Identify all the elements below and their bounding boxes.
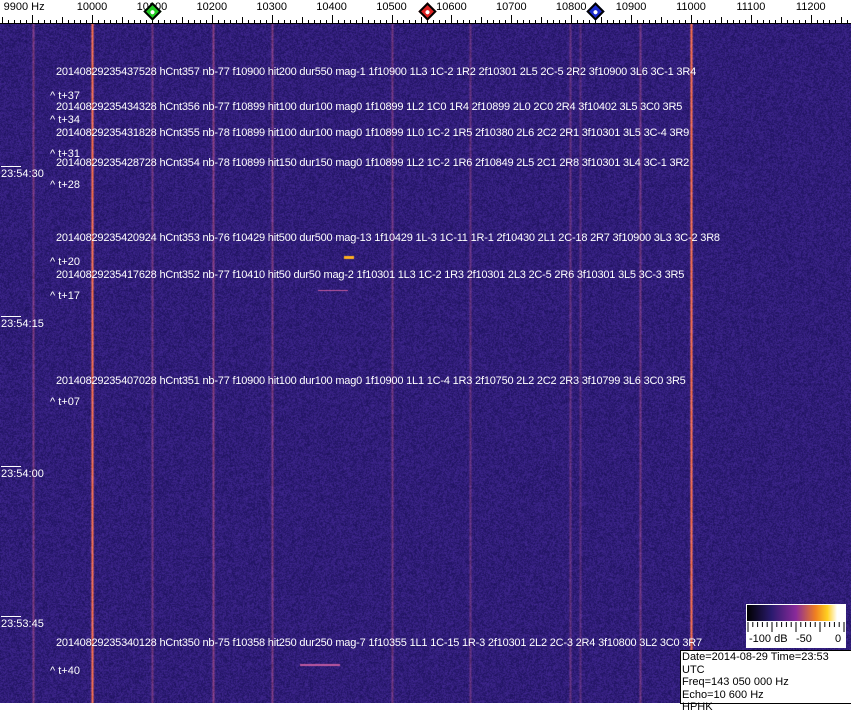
event-line: 20140829235428728 hCnt354 nb-78 f10899 h… — [56, 157, 689, 169]
freq-label: 10700 — [496, 1, 527, 13]
freq-label: 10300 — [256, 1, 287, 13]
freq-label: 10600 — [436, 1, 467, 13]
event-line: 20140829235437528 hCnt357 nb-77 f10900 h… — [56, 66, 696, 78]
time-label: 23:54:15 — [1, 316, 21, 330]
event-line: 20140829235434328 hCnt356 nb-77 f10899 h… — [56, 101, 682, 113]
event-delta: ^ t+20 — [50, 256, 80, 268]
info-echo: Echo=10 600 Hz — [682, 689, 851, 702]
colorbar-label-mid: -50 — [796, 633, 812, 645]
colorbar-label-min: -100 dB — [749, 633, 788, 645]
event-delta: ^ t+07 — [50, 396, 80, 408]
event-delta: ^ t+34 — [50, 114, 80, 126]
freq-label: 11000 — [676, 1, 706, 13]
info-box: Date=2014-08-29 Time=23:53 UTC Freq=143 … — [680, 650, 851, 704]
freq-label: 10200 — [197, 1, 228, 13]
frequency-axis: 9900 Hz100001010010200103001040010500106… — [0, 0, 851, 24]
freq-label: 10000 — [77, 1, 108, 13]
time-label: 23:54:30 — [1, 166, 21, 180]
info-freq: Freq=143 050 000 Hz — [682, 676, 851, 689]
time-label: 23:54:00 — [1, 466, 21, 480]
spectrogram-window: 9900 Hz100001010010200103001040010500106… — [0, 0, 851, 703]
freq-label: 9900 Hz — [4, 1, 45, 13]
freq-label: 10900 — [616, 1, 647, 13]
colorbar: -100 dB -50 0 — [746, 604, 846, 648]
event-delta: ^ t+40 — [50, 665, 80, 677]
event-line: 20140829235340128 hCnt350 nb-75 f10358 h… — [56, 637, 702, 649]
event-delta: ^ t+28 — [50, 179, 80, 191]
event-line: 20140829235420924 hCnt353 nb-76 f10429 h… — [56, 232, 720, 244]
info-date-time: Date=2014-08-29 Time=23:53 UTC — [682, 651, 851, 676]
time-label: 23:53:45 — [1, 616, 21, 630]
freq-label: 11200 — [796, 1, 826, 13]
colorbar-label-max: 0 — [835, 633, 841, 645]
freq-label: 10800 — [556, 1, 587, 13]
event-line: 20140829235431828 hCnt355 nb-78 f10899 h… — [56, 127, 689, 139]
freq-label: 10500 — [376, 1, 407, 13]
event-delta: ^ t+17 — [50, 290, 80, 302]
freq-label: 10400 — [316, 1, 347, 13]
freq-label: 11100 — [736, 1, 765, 13]
event-line: 20140829235407028 hCnt351 nb-77 f10900 h… — [56, 375, 686, 387]
waterfall-display[interactable] — [0, 24, 851, 703]
event-line: 20140829235417628 hCnt352 nb-77 f10410 h… — [56, 269, 684, 281]
